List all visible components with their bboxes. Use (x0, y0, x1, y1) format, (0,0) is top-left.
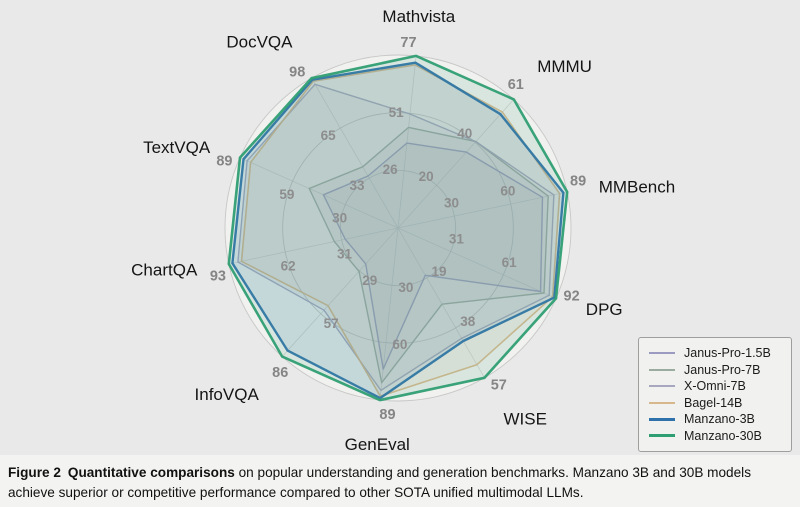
legend-line-swatch (649, 417, 675, 421)
axis-tick-label: 60 (392, 337, 407, 352)
axis-tick-label: 30 (332, 210, 347, 225)
axis-tick-label: 38 (460, 314, 476, 329)
legend-item-manzano-30b: Manzano-30B (649, 428, 783, 445)
axis-max-label: 89 (216, 154, 232, 170)
axis-max-label: 86 (272, 365, 288, 381)
axis-spoke (239, 157, 399, 229)
axis-spoke (311, 77, 399, 229)
axis-spoke (397, 191, 568, 229)
axis-tick-label: 26 (383, 162, 399, 177)
legend: Janus-Pro-1.5B Janus-Pro-7B X-Omni-7B Bagel… (638, 337, 792, 452)
radar-chart-svg: 26 51 77 20 40 61 30 60 89 31 61 92 19 38 57 30 60 89 29 57… (131, 7, 676, 454)
legend-label: Janus-Pro-1.5B (684, 346, 771, 361)
axis-tick-label: 40 (457, 126, 472, 141)
series-polygon-bagel-14b (240, 64, 561, 398)
axis-spoke (397, 227, 557, 299)
legend-item-x-omni-7b: X-Omni-7B (649, 378, 783, 395)
axis-tick-label: 33 (349, 178, 365, 193)
legend-line-swatch (649, 368, 675, 371)
axis-label-wise: WISE (504, 409, 547, 428)
axis-max-label: 92 (564, 288, 580, 304)
legend-item-manzano-3b: Manzano-3B (649, 411, 783, 428)
axis-label-dpg: DPG (586, 300, 623, 319)
axis-label-infovqa: InfoVQA (195, 385, 260, 404)
axis-max-label: 77 (400, 35, 416, 51)
axis-tick-label: 31 (449, 232, 465, 247)
axis-tick-label: 30 (398, 280, 413, 295)
axis-tick-label: 31 (337, 247, 353, 262)
radar-chart: 26 51 77 20 40 61 30 60 89 31 61 92 19 38 57 30 60 89 29 57… (131, 7, 792, 454)
axis-spoke (379, 227, 399, 401)
legend-item-janus-pro-1-5b: Janus-Pro-1.5B (649, 345, 783, 362)
grid-ring (282, 112, 514, 344)
axis-max-label: 93 (210, 269, 226, 285)
axis-label-mmbench: MMBench (599, 178, 676, 197)
axis-tick-label: 60 (500, 183, 515, 198)
axis-spoke (397, 99, 515, 229)
legend-line-swatch (649, 385, 675, 388)
axis-tick-label: 61 (502, 255, 518, 270)
figure-caption: Figure 2 Quantitative comparisons on popu… (0, 455, 800, 507)
series-polygon-manzano-3b (231, 61, 565, 400)
caption-bold-text: Quantitative comparisons (67, 465, 235, 480)
legend-item-bagel-14b: Bagel-14B (649, 395, 783, 412)
legend-label: Manzano-30B (684, 428, 762, 443)
series-polygon-janus-pro-1-5b (322, 142, 544, 370)
axis-spoke (228, 227, 399, 265)
axis-tick-label: 29 (362, 273, 377, 288)
series-polygon-x-omni-7b (237, 83, 555, 392)
axis-spoke (397, 55, 417, 229)
legend-label: X-Omni-7B (684, 379, 746, 394)
axis-label-mathvista: Mathvista (382, 7, 455, 26)
series-polygon-janus-pro-7b (308, 126, 549, 384)
axis-tick-label: 20 (419, 169, 434, 184)
figure-label: Figure 2 (8, 465, 61, 480)
axis-tick-label: 62 (281, 259, 296, 274)
axis-tick-label: 19 (431, 264, 446, 279)
axis-tick-label: 57 (324, 316, 339, 331)
axis-label-mmmu: MMMU (537, 57, 592, 76)
axis-spoke (281, 227, 399, 357)
axis-tick-label: 51 (389, 105, 405, 120)
axis-max-label: 57 (491, 378, 507, 394)
axis-tick-label: 30 (444, 195, 459, 210)
axis-tick-label: 59 (279, 187, 294, 202)
axis-label-textvqa: TextVQA (143, 138, 211, 157)
axis-max-label: 98 (289, 64, 305, 80)
axis-max-label: 89 (570, 174, 586, 190)
axis-label-chartqa: ChartQA (131, 260, 198, 279)
legend-item-janus-pro-7b: Janus-Pro-7B (649, 362, 783, 379)
legend-line-swatch (649, 352, 675, 355)
legend-line-swatch (649, 401, 675, 404)
axis-max-label: 89 (379, 407, 395, 423)
legend-label: Janus-Pro-7B (684, 362, 761, 377)
series-polygon-manzano-30b (227, 54, 569, 402)
legend-label: Bagel-14B (684, 395, 743, 410)
caption-rest-text: on popular understanding and generation … (8, 465, 751, 501)
grid-ring (224, 54, 572, 402)
legend-label: Manzano-3B (684, 412, 755, 427)
legend-line-swatch (649, 434, 675, 438)
axis-label-geneval: GenEval (345, 435, 410, 454)
axis-tick-label: 65 (321, 128, 337, 143)
axis-label-docvqa: DocVQA (226, 33, 293, 52)
axis-spoke (397, 227, 485, 379)
axis-max-label: 61 (508, 77, 524, 93)
